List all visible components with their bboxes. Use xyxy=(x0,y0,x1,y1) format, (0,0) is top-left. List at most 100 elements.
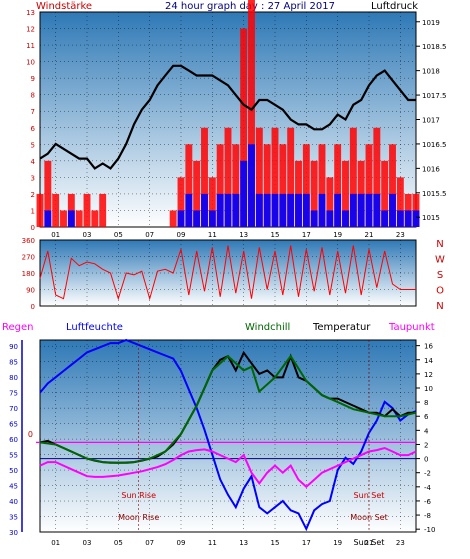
gust-bar xyxy=(302,144,310,227)
chart1-right-tick-label: 1019 xyxy=(422,19,440,27)
gust-bar xyxy=(169,210,177,227)
gust-bar xyxy=(381,160,389,227)
chart2-grid xyxy=(40,239,416,307)
wind-bar xyxy=(349,193,357,227)
chart3-right-tick-label: 2 xyxy=(424,441,428,449)
chart2-lines xyxy=(39,245,416,301)
gust-bar xyxy=(91,210,99,227)
chart3-annotations: Sun Rise Moon Rise Sun Set Moon Set Sun Set xyxy=(118,340,388,547)
chart1-x-tick-label: 13 xyxy=(239,231,248,239)
wind-bar xyxy=(334,193,342,227)
chart3-right-tick-label: -8 xyxy=(424,512,431,520)
gust-bar xyxy=(201,127,208,227)
chart3-lines xyxy=(36,338,417,532)
chart1-left-tick-label: 1 xyxy=(31,207,35,215)
chart3-left-tick-label: 50 xyxy=(9,467,18,475)
chart3-right-tick-label: 0 xyxy=(424,456,428,464)
wind-bar xyxy=(295,193,302,227)
wind-bar xyxy=(396,210,404,227)
annotation-label: Sun Set xyxy=(354,491,385,500)
chart3-left-tick-label: 65 xyxy=(9,421,18,429)
wind-bar xyxy=(271,193,279,227)
chart3-right-tick-label: 4 xyxy=(424,427,429,435)
gust-bar xyxy=(44,160,52,227)
chart1-x-tick-label: 23 xyxy=(396,231,405,239)
gust-bar xyxy=(255,127,263,227)
chart3-x-tick-label: 09 xyxy=(177,539,186,547)
wind-bar xyxy=(389,193,396,227)
annotation-label: Moon Set xyxy=(350,513,387,522)
wind-bar xyxy=(342,210,349,227)
chart3-right-ticks: -10 -8 -6 -4 -2 0 2 4 6 8 10 12 14 16 xyxy=(416,343,435,534)
wind-bar xyxy=(216,193,224,227)
taupunkt-line xyxy=(39,446,417,489)
chart1-left-tick-label: 12 xyxy=(26,26,35,34)
chart3-right-tick-label: -2 xyxy=(424,470,431,478)
legend-item: Taupunkt xyxy=(388,322,435,333)
wind-bar xyxy=(263,193,271,227)
windchill-line xyxy=(39,354,417,464)
legend-item: Regen xyxy=(2,322,34,333)
chart3-left-tick-label: 55 xyxy=(9,452,18,460)
wind-bar xyxy=(373,193,381,227)
chart1-right-axis-label: Luftdruck xyxy=(371,1,418,12)
chart1-left-tick-label: 11 xyxy=(26,42,35,50)
chart3-x-tick-label: 23 xyxy=(396,539,405,547)
chart1-x-tick-label: 01 xyxy=(51,231,60,239)
rain-value-label: 0 xyxy=(28,430,33,439)
annotation-label: Sun Rise xyxy=(121,491,156,500)
chart3-x-tick-label: 03 xyxy=(83,539,92,547)
wind-bar xyxy=(326,210,334,227)
chart3-x-tick-label: 05 xyxy=(114,539,123,547)
chart1-left-tick-label: 2 xyxy=(31,191,35,199)
wind-bar xyxy=(412,210,420,227)
wind-bar xyxy=(318,193,326,227)
chart3-right-tick-label: -6 xyxy=(424,498,432,506)
gust-bar xyxy=(177,177,185,227)
chart1-x-tick-label: 15 xyxy=(271,231,280,239)
chart3-left-tick-label: 70 xyxy=(9,405,18,413)
gust-bar xyxy=(99,193,107,227)
gust-bar xyxy=(365,144,373,227)
chart3-right-tick-label: 8 xyxy=(424,399,428,407)
gust-bar xyxy=(216,144,224,227)
chart1-right-ticks: 1015 1015.5 1016 1016.5 1017 1017.5 1018 1018.5… xyxy=(416,19,447,222)
chart1-left-tick-label: 5 xyxy=(31,141,35,149)
legend-item: Temperatur xyxy=(312,322,371,333)
pressure-line xyxy=(39,64,416,170)
wind-bar xyxy=(201,193,208,227)
gust-bar xyxy=(342,160,349,227)
chart1-x-tick-label: 21 xyxy=(365,231,374,239)
chart3-legend: Regen Luftfeuchte Windchill Temperatur Taupu… xyxy=(2,322,435,333)
chart3-right-tick-label: -4 xyxy=(424,484,432,492)
wind-bar xyxy=(365,193,373,227)
compass-label: W xyxy=(435,255,445,266)
wind-bar xyxy=(302,193,310,227)
compass-label: S xyxy=(437,270,443,281)
legend-item: Luftfeuchte xyxy=(66,322,123,333)
wind-bar xyxy=(381,210,389,227)
gust-bar xyxy=(373,127,381,227)
compass-label: N xyxy=(436,301,443,312)
gust-bar xyxy=(208,177,216,227)
chart1-x-tick-label: 19 xyxy=(333,231,342,239)
chart3-x-tick-label: 01 xyxy=(51,539,60,547)
gust-bar xyxy=(396,177,404,227)
annotation-label: Sun Set xyxy=(354,538,385,547)
wind-bar xyxy=(185,193,193,227)
gust-bar xyxy=(224,127,232,227)
chart1-x-tick-label: 09 xyxy=(177,231,186,239)
chart1-x-tick-label: 17 xyxy=(302,231,311,239)
gust-bar xyxy=(75,210,83,227)
chart2-left-tick-label: 180 xyxy=(22,270,35,278)
chart1-x-tick-label: 05 xyxy=(114,231,123,239)
chart1-left-tick-label: 8 xyxy=(31,92,35,100)
chart3-x-ticks: 01 03 05 07 09 11 13 15 17 19 21 23 xyxy=(51,539,405,547)
wind-bar xyxy=(224,193,232,227)
gust-bar xyxy=(36,193,44,227)
chart2-left-tick-label: 0 xyxy=(31,303,35,311)
